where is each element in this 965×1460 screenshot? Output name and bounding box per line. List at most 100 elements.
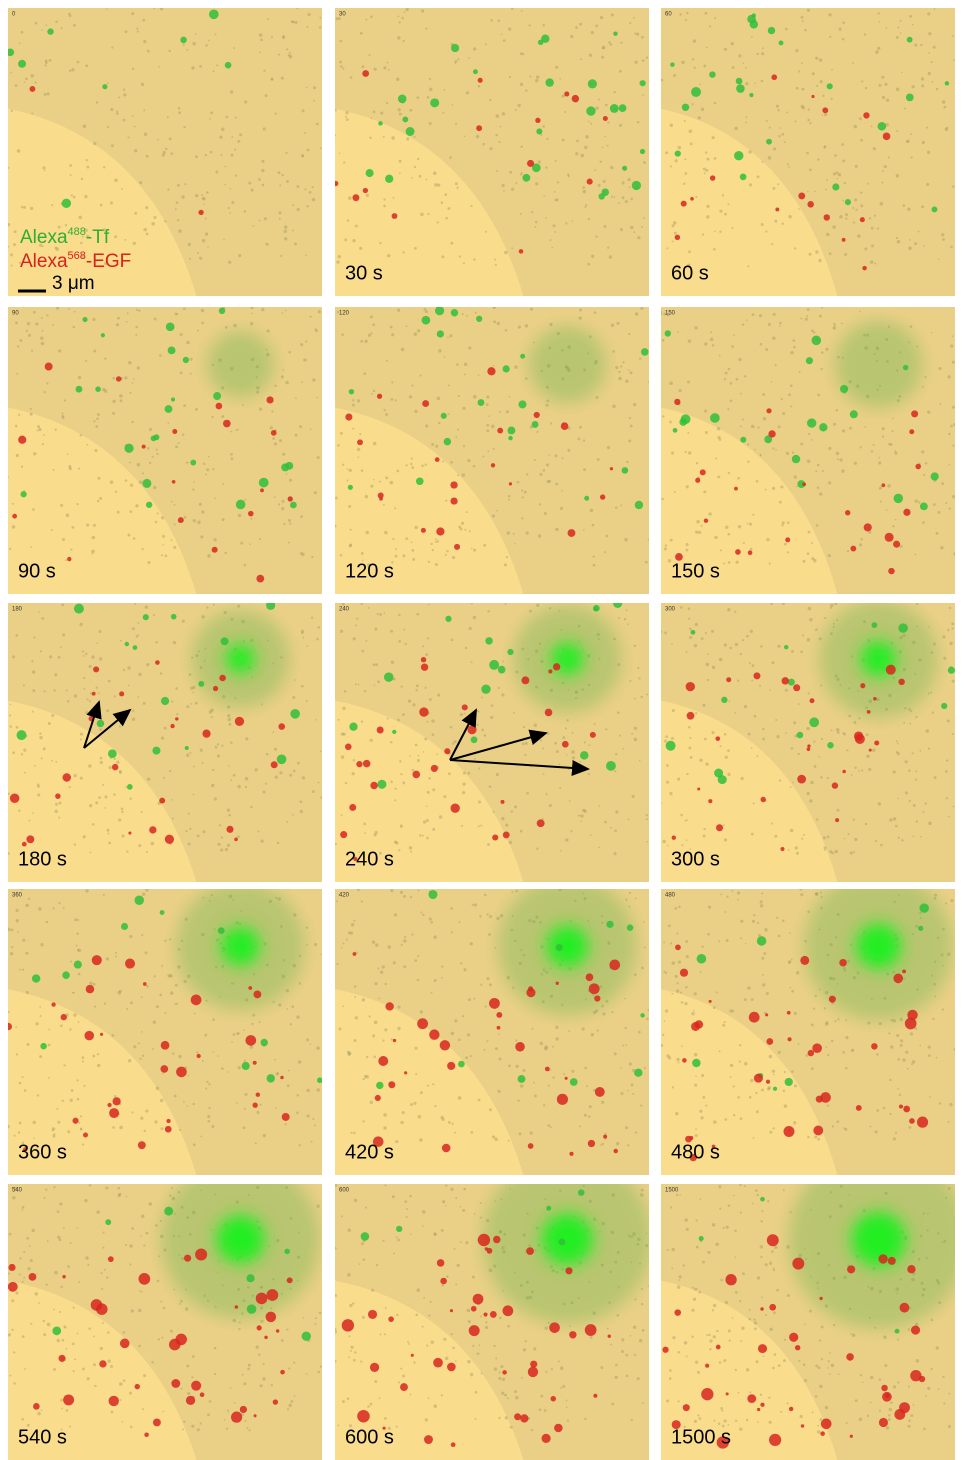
- speckle: [428, 777, 431, 780]
- speckle: [53, 1133, 56, 1136]
- speckle: [930, 61, 933, 64]
- speckle: [770, 822, 774, 825]
- speckle: [769, 1130, 773, 1134]
- speckle: [146, 49, 150, 53]
- speckle: [834, 154, 837, 157]
- speckle: [712, 1303, 717, 1308]
- speckle: [133, 125, 136, 128]
- speckle: [815, 818, 819, 821]
- speckle: [46, 1240, 49, 1242]
- speckle: [313, 943, 318, 947]
- speckle: [677, 145, 682, 150]
- red-spot: [141, 444, 146, 449]
- speckle: [801, 837, 804, 840]
- speckle: [915, 770, 918, 773]
- speckle: [402, 554, 406, 558]
- speckle: [306, 205, 309, 208]
- speckle: [243, 210, 247, 213]
- speckle: [767, 156, 772, 160]
- speckle: [614, 1375, 618, 1379]
- speckle: [270, 77, 273, 81]
- speckle: [233, 1402, 236, 1404]
- speckle: [424, 310, 428, 314]
- speckle: [628, 905, 631, 908]
- speckle: [902, 1058, 906, 1062]
- speckle: [72, 23, 76, 27]
- speckle: [620, 1092, 624, 1096]
- speckle: [340, 755, 345, 759]
- red-spot: [753, 1073, 763, 1083]
- speckle: [951, 360, 955, 364]
- speckle: [647, 538, 649, 541]
- speckle: [826, 776, 829, 780]
- speckle: [96, 413, 100, 416]
- speckle: [917, 230, 920, 233]
- speckle: [669, 942, 673, 945]
- speckle: [526, 791, 529, 795]
- speckle: [397, 718, 400, 722]
- speckle: [693, 992, 697, 996]
- green-spot: [639, 148, 646, 155]
- red-spot: [526, 1247, 534, 1256]
- speckle: [353, 919, 356, 922]
- speckle: [417, 1114, 422, 1119]
- speckle: [529, 609, 532, 613]
- speckle: [187, 242, 192, 247]
- speckle: [561, 489, 563, 492]
- speckle: [549, 422, 553, 425]
- speckle: [546, 399, 550, 403]
- speckle: [794, 247, 797, 250]
- speckle: [8, 476, 9, 478]
- speckle: [669, 165, 672, 168]
- speckle: [571, 731, 574, 734]
- speckle: [708, 512, 712, 516]
- cell-region: [8, 8, 322, 296]
- speckle: [737, 476, 740, 480]
- speckle: [174, 208, 177, 211]
- speckle: [176, 713, 179, 716]
- speckle: [807, 432, 811, 436]
- speckle: [588, 53, 593, 57]
- speckle: [311, 790, 315, 794]
- green-spot: [520, 353, 526, 359]
- speckle: [694, 1083, 698, 1087]
- speckle: [833, 1323, 836, 1327]
- speckle: [146, 447, 150, 450]
- speckle: [494, 258, 497, 261]
- speckle: [174, 983, 178, 987]
- speckle: [148, 427, 153, 432]
- speckle: [175, 445, 179, 449]
- speckle: [616, 1314, 620, 1317]
- green-spot: [536, 128, 543, 135]
- speckle: [708, 1333, 711, 1337]
- speckle: [347, 1228, 351, 1232]
- speckle: [820, 1358, 824, 1361]
- speckle: [244, 100, 248, 104]
- speckle: [820, 776, 823, 779]
- green-spot: [819, 423, 828, 432]
- speckle: [359, 246, 363, 250]
- speckle: [934, 995, 937, 998]
- speckle: [247, 1363, 251, 1367]
- speckle: [170, 991, 174, 995]
- speckle: [535, 182, 539, 186]
- speckle: [520, 52, 523, 56]
- speckle: [700, 524, 703, 527]
- speckle: [928, 626, 930, 628]
- speckle: [697, 116, 701, 120]
- red-spot: [8, 1263, 16, 1272]
- speckle: [676, 1285, 681, 1289]
- speckle: [815, 470, 818, 473]
- speckle: [775, 104, 779, 108]
- speckle: [807, 910, 810, 914]
- speckle: [361, 559, 364, 562]
- speckle: [341, 463, 345, 466]
- speckle: [194, 407, 198, 411]
- speckle: [189, 827, 192, 831]
- speckle: [854, 837, 858, 842]
- speckle: [819, 80, 823, 84]
- speckle: [40, 317, 43, 320]
- red-spot: [497, 427, 504, 434]
- speckle: [192, 685, 196, 689]
- speckle: [684, 172, 688, 175]
